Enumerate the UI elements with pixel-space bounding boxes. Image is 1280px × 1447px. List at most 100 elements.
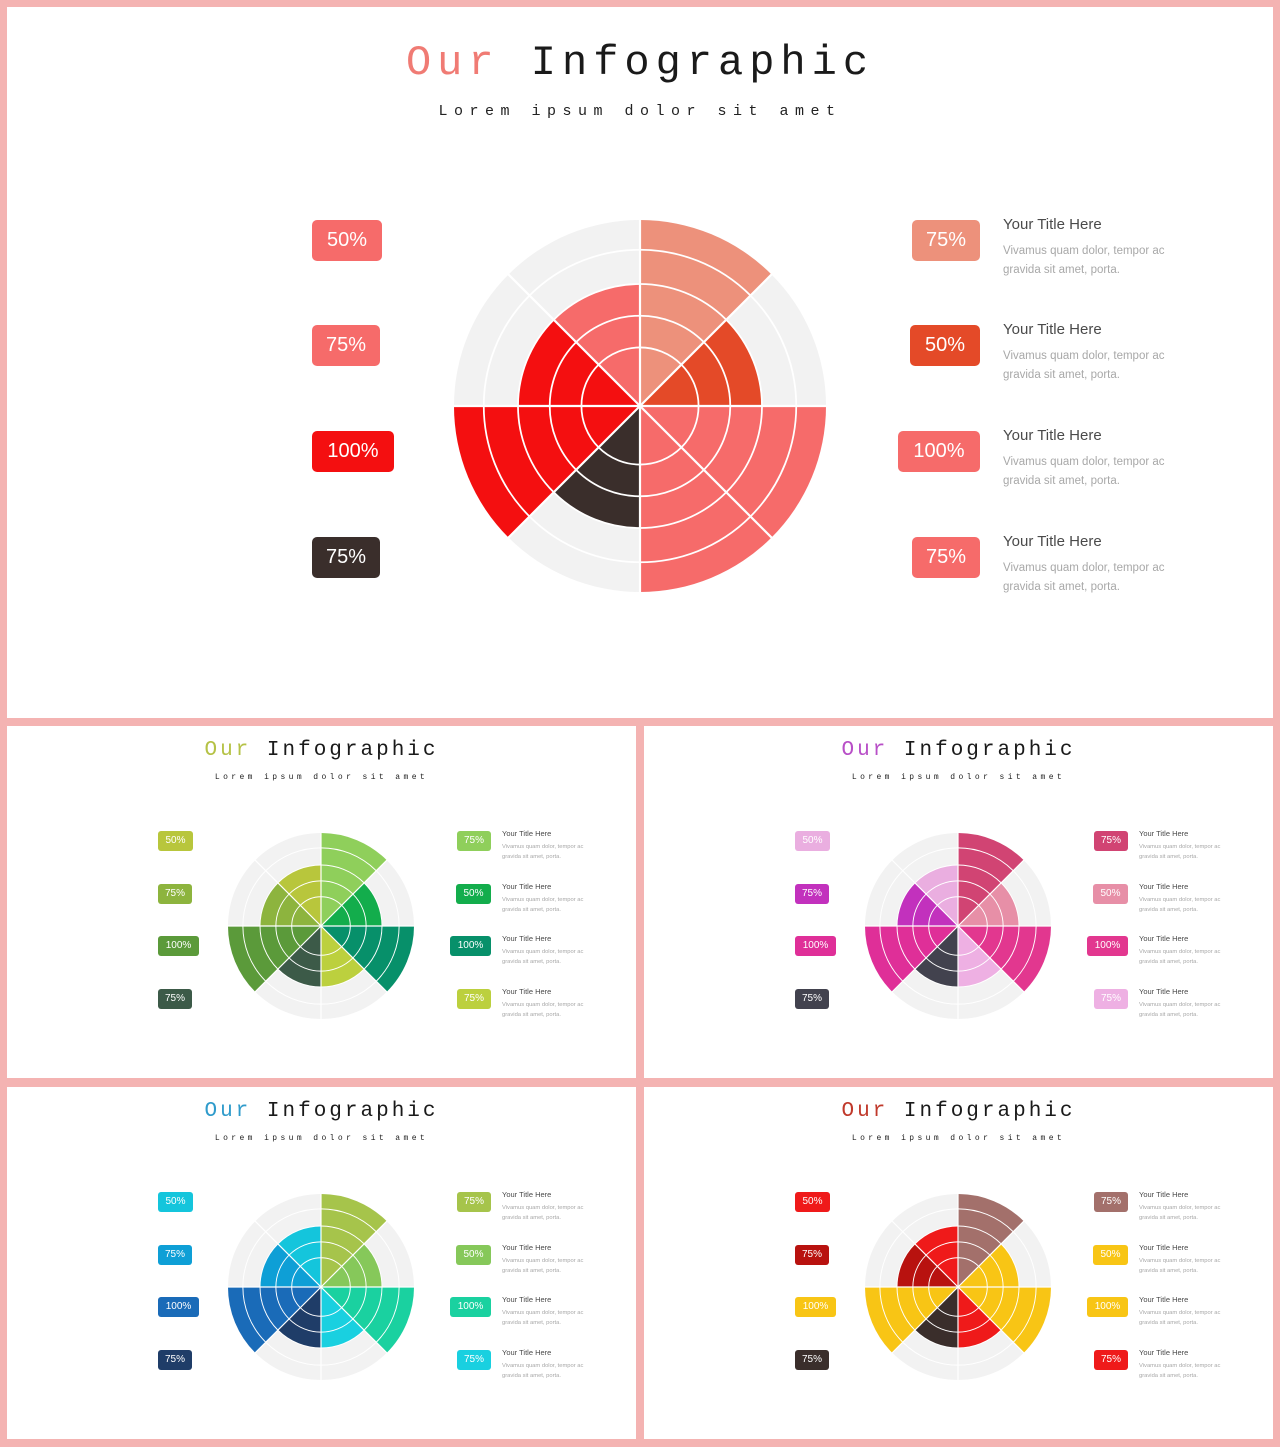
chart-divider-line	[253, 1286, 322, 1355]
chart-ring-line	[912, 880, 1004, 972]
chart-segment-6	[865, 1287, 958, 1353]
chart-divider-line	[320, 925, 389, 994]
item-title: Your Title Here	[502, 882, 552, 892]
item-description-line2: gravida sit amet, porta.	[1139, 854, 1198, 861]
item-description-line2: gravida sit amet, porta.	[502, 1320, 561, 1327]
slide-green: Our Infographic Lorem ipsum dolor sit ame…	[7, 726, 636, 1078]
title-word-accent: Our	[841, 1100, 889, 1123]
percent-badge: 75%	[795, 1244, 829, 1265]
percent-badge: 75%	[1094, 988, 1128, 1009]
percent-badge: 75%	[158, 883, 192, 904]
slide-magenta: Our Infographic Lorem ipsum dolor sit ame…	[644, 726, 1273, 1078]
percent-badge: 75%	[158, 1244, 192, 1265]
item-description-line1: Vivamus quam dolor, tempor ac	[1003, 456, 1165, 469]
chart-segment-7	[897, 882, 958, 926]
item-description-line1: Vivamus quam dolor, tempor ac	[502, 897, 584, 904]
percent-badge: 75%	[158, 1349, 192, 1370]
percent-badge: 100%	[158, 1296, 199, 1317]
percent-badge: 50%	[910, 324, 980, 366]
item-description-line1: Vivamus quam dolor, tempor ac	[1139, 1205, 1221, 1212]
item-title: Your Title Here	[502, 1190, 552, 1200]
item-title: Your Title Here	[1003, 426, 1102, 444]
slide-subtitle: Lorem ipsum dolor sit amet	[214, 1134, 429, 1143]
chart-divider-line	[320, 858, 389, 927]
percent-badge: 50%	[1093, 883, 1128, 904]
chart-segment-3	[321, 926, 414, 992]
chart-divider-line	[253, 858, 322, 927]
percent-badge: 50%	[158, 1191, 193, 1212]
chart-segment-7	[897, 1243, 958, 1287]
chart-divider-line	[890, 925, 959, 994]
chart-segment-1	[958, 833, 1024, 926]
percent-badge: 50%	[456, 883, 491, 904]
item-description-line1: Vivamus quam dolor, tempor ac	[1139, 897, 1221, 904]
percent-badge: 50%	[456, 1244, 491, 1265]
title-word-main: Infographic	[266, 739, 439, 762]
percent-badge: 75%	[795, 883, 829, 904]
item-description-line2: gravida sit amet, porta.	[1139, 907, 1198, 914]
item-description-line1: Vivamus quam dolor, tempor ac	[1003, 245, 1165, 258]
percent-badge: 100%	[898, 430, 980, 472]
item-description-line2: gravida sit amet, porta.	[502, 907, 561, 914]
chart-ring-line	[896, 864, 1020, 988]
percent-badge: 75%	[1094, 1191, 1128, 1212]
chart-divider-line	[320, 1219, 389, 1288]
chart-segment-2	[321, 1243, 382, 1287]
title-word-accent: Our	[204, 1100, 252, 1123]
item-title: Your Title Here	[1139, 987, 1189, 997]
chart-segment-5	[277, 926, 321, 987]
polar-area-chart	[226, 1192, 416, 1382]
title-word-main: Infographic	[530, 39, 875, 87]
item-description-line1: Vivamus quam dolor, tempor ac	[502, 949, 584, 956]
item-description-line2: gravida sit amet, porta.	[1139, 1268, 1198, 1275]
item-description-line2: gravida sit amet, porta.	[1139, 959, 1198, 966]
chart-segment-8	[277, 865, 321, 926]
chart-segment-3	[640, 406, 826, 538]
chart-ring-line	[928, 896, 988, 956]
item-title: Your Title Here	[502, 829, 552, 839]
percent-badge: 75%	[457, 988, 491, 1009]
percent-badge: 50%	[1093, 1244, 1128, 1265]
chart-segment-4	[958, 926, 1002, 987]
chart-divider-line	[253, 925, 322, 994]
item-description-line2: gravida sit amet, porta.	[502, 1373, 561, 1380]
chart-segment-4	[321, 1287, 365, 1348]
slide-blue: Our Infographic Lorem ipsum dolor sit ame…	[7, 1087, 636, 1439]
item-description-line2: gravida sit amet, porta.	[1003, 581, 1120, 594]
chart-segment-7	[518, 319, 640, 406]
chart-segment-2	[958, 1243, 1019, 1287]
percent-badge: 75%	[312, 324, 380, 366]
slide-title: Our Infographic	[7, 39, 1273, 87]
polar-area-chart	[863, 831, 1053, 1021]
chart-segment-1	[958, 1194, 1024, 1287]
chart-ring-line	[242, 1208, 400, 1366]
item-title: Your Title Here	[502, 1243, 552, 1253]
polar-area-chart	[226, 831, 416, 1021]
item-title: Your Title Here	[502, 987, 552, 997]
chart-segment-2	[640, 319, 762, 406]
chart-segment-3	[321, 1287, 414, 1353]
item-title: Your Title Here	[1139, 1243, 1189, 1253]
chart-segment-8	[277, 1226, 321, 1287]
slide-title: Our Infographic	[7, 1100, 636, 1123]
item-description-line2: gravida sit amet, porta.	[502, 1012, 561, 1019]
chart-divider-line	[320, 1286, 389, 1355]
item-description-line1: Vivamus quam dolor, tempor ac	[502, 1002, 584, 1009]
slide-title: Our Infographic	[644, 739, 1273, 762]
title-word-main: Infographic	[903, 739, 1076, 762]
chart-divider-line	[957, 925, 1026, 994]
item-title: Your Title Here	[1139, 829, 1189, 839]
percent-badge: 100%	[795, 1296, 836, 1317]
title-word-accent: Our	[405, 39, 500, 87]
chart-segment-3	[958, 1287, 1051, 1353]
percent-badge: 50%	[795, 1191, 830, 1212]
chart-segment-6	[865, 926, 958, 992]
item-description-line1: Vivamus quam dolor, tempor ac	[502, 1205, 584, 1212]
item-title: Your Title Here	[1139, 1295, 1189, 1305]
chart-segment-7	[260, 882, 321, 926]
item-description-line2: gravida sit amet, porta.	[502, 1215, 561, 1222]
chart-segment-2	[321, 882, 382, 926]
title-word-main: Infographic	[266, 1100, 439, 1123]
item-description-line2: gravida sit amet, porta.	[502, 1268, 561, 1275]
slide-subtitle: Lorem ipsum dolor sit amet	[851, 1134, 1066, 1143]
